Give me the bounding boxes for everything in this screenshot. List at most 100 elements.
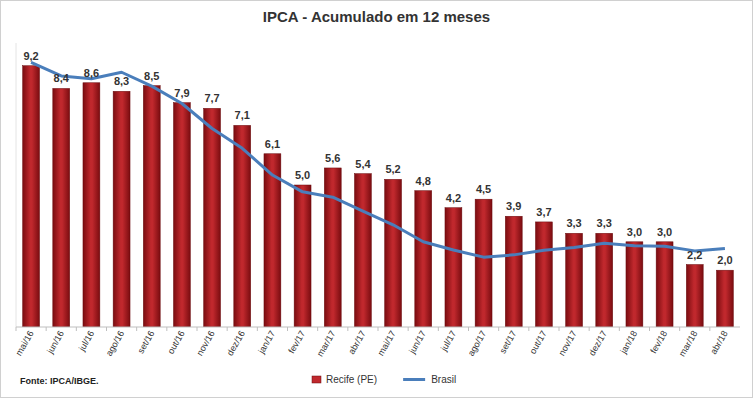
x-tick (498, 327, 499, 331)
bar (535, 222, 552, 327)
data-label: 5,6 (325, 152, 340, 164)
bar (716, 270, 733, 327)
bar (656, 242, 673, 327)
legend-key (403, 378, 425, 381)
x-tick (76, 327, 77, 331)
data-label: 3,9 (506, 200, 521, 212)
bar (626, 242, 643, 327)
frame (1, 1, 753, 398)
x-tick (227, 327, 228, 331)
x-tick (46, 327, 47, 331)
bar (505, 216, 522, 327)
bar (83, 83, 100, 327)
bar (415, 191, 432, 327)
x-tick-label: dez/17 (587, 329, 609, 357)
bar (324, 168, 341, 327)
data-label: 4,5 (476, 183, 491, 195)
data-label: 8,6 (84, 67, 99, 79)
bar (294, 185, 311, 327)
data-label: 2,0 (717, 254, 732, 266)
data-label: 9,2 (23, 50, 38, 62)
labels: 9,28,48,68,38,57,97,77,16,15,05,65,45,24… (23, 50, 732, 266)
data-label: 6,1 (265, 138, 280, 150)
title: IPCA - Acumulado em 12 meses (263, 8, 490, 25)
x-tick-label: ago/16 (104, 329, 126, 358)
x-tick (287, 327, 288, 331)
x-tick-label: mai/16 (14, 329, 36, 357)
x-tick-label: mar/18 (677, 329, 700, 358)
x-tick (438, 327, 439, 331)
x-tick (589, 327, 590, 331)
bar (113, 91, 130, 327)
data-label: 5,4 (355, 158, 371, 170)
data-label: 8,5 (144, 70, 159, 82)
data-label: 4,2 (446, 192, 461, 204)
x-tick-label: abr/18 (708, 329, 729, 356)
line (31, 62, 725, 257)
x-tick-label: set/16 (136, 329, 157, 355)
bar (53, 88, 70, 327)
x-tick-label: dez/16 (225, 329, 247, 357)
data-label: 4,8 (416, 175, 431, 187)
x-tick-label: mai/17 (376, 329, 398, 357)
x-tick (136, 327, 137, 331)
x-tick-label: jun/16 (45, 329, 66, 356)
legend-label: Brasil (431, 374, 456, 385)
x-tick-label: ago/17 (466, 329, 488, 358)
bar (686, 265, 703, 327)
bar (385, 179, 402, 327)
x-tick (679, 327, 680, 331)
data-label: 7,1 (235, 109, 250, 121)
x-tick-label: nov/17 (557, 329, 579, 357)
data-label: 3,0 (657, 226, 672, 238)
bar (596, 233, 613, 327)
bar (204, 108, 221, 327)
bar (445, 208, 462, 327)
data-label: 3,3 (597, 217, 612, 229)
x-tick-label: jan/17 (256, 329, 277, 356)
x-tick (347, 327, 348, 331)
x-tick-label: jan/18 (618, 329, 639, 356)
x-tick-label: abr/17 (346, 329, 367, 356)
x-tick (197, 327, 198, 331)
bar (173, 103, 190, 327)
x-tick (619, 327, 620, 331)
x-tick (378, 327, 379, 331)
bar (234, 125, 251, 327)
x-tick (166, 327, 167, 331)
data-label: 8,4 (54, 72, 70, 84)
x-tick (408, 327, 409, 331)
legend: Recife (PE) Brasil (312, 374, 456, 385)
bar (475, 199, 492, 327)
x-tick (257, 327, 258, 331)
x-tick (16, 327, 17, 331)
data-label: 3,7 (536, 206, 551, 218)
x-tick-label: out/16 (165, 329, 186, 356)
y-axis (16, 43, 17, 327)
data-label: 7,7 (204, 92, 219, 104)
x-tick (649, 327, 650, 331)
x-tick (468, 327, 469, 331)
source: Fonte: IPCA/IBGE. (20, 376, 99, 386)
x-tick (106, 327, 107, 331)
x-tick-label: nov/16 (195, 329, 217, 357)
data-label: 2,2 (687, 249, 702, 261)
plot (23, 62, 734, 327)
x-tick-label: jul/16 (76, 329, 96, 353)
x-tick-label: out/17 (527, 329, 548, 356)
x-tick-label: jul/17 (438, 329, 458, 353)
data-label: 7,9 (174, 87, 189, 99)
data-label: 3,3 (566, 217, 581, 229)
x-tick (559, 327, 560, 331)
bar (23, 66, 40, 327)
x-tick (528, 327, 529, 331)
legend-label: Recife (PE) (326, 374, 377, 385)
x-tick (317, 327, 318, 331)
x-tick-label: fev/17 (286, 329, 307, 355)
data-label: 5,2 (385, 163, 400, 175)
legend-key (312, 376, 321, 383)
x-tick-label: fev/18 (648, 329, 669, 355)
x-tick-label: set/17 (498, 329, 519, 355)
bar (354, 174, 371, 327)
data-label: 5,0 (295, 169, 310, 181)
